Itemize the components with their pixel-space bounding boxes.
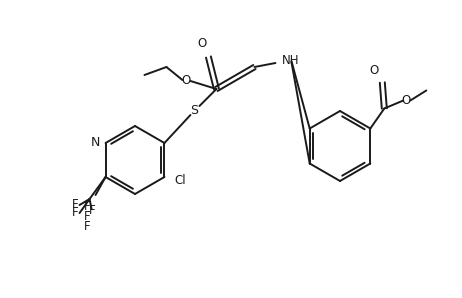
Text: F: F	[84, 221, 91, 234]
Text: O: O	[370, 63, 379, 77]
Text: F: F	[72, 198, 79, 210]
Text: O: O	[182, 74, 191, 88]
Text: O: O	[198, 37, 207, 50]
Text: NH: NH	[281, 55, 299, 68]
Text: Cl: Cl	[175, 173, 186, 187]
Text: F: F	[72, 206, 79, 218]
Text: S: S	[190, 105, 199, 117]
Text: O: O	[401, 94, 411, 107]
Text: F: F	[84, 201, 91, 213]
Text: F: F	[89, 204, 96, 217]
Text: N: N	[91, 136, 101, 148]
Text: F: F	[84, 210, 91, 224]
